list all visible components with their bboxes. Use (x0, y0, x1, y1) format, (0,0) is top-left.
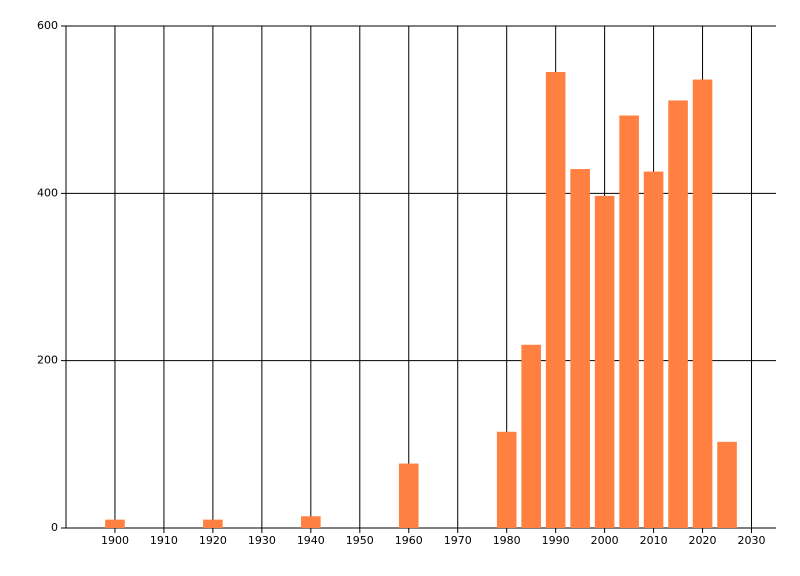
x-tick-label: 1930 (248, 534, 276, 547)
bar (496, 431, 517, 528)
x-tick-label: 2010 (640, 534, 668, 547)
y-tick-label: 400 (37, 186, 58, 199)
x-tick-label: 1980 (493, 534, 521, 547)
y-tick-label: 600 (37, 19, 58, 32)
bar (643, 171, 664, 528)
x-tick-label: 1920 (199, 534, 227, 547)
bar (594, 195, 615, 529)
bar (545, 72, 566, 529)
y-tick-label: 0 (51, 521, 58, 534)
bar (521, 344, 541, 528)
x-tick-label: 1910 (150, 534, 178, 547)
bar (668, 100, 688, 529)
x-tick-label: 1900 (101, 534, 129, 547)
x-tick-label: 2020 (689, 534, 717, 547)
bar (692, 79, 713, 529)
x-tick-label: 1940 (297, 534, 325, 547)
x-tick-label: 2030 (738, 534, 766, 547)
bar (398, 463, 419, 528)
x-tick-label: 2000 (591, 534, 619, 547)
bar (717, 441, 737, 528)
x-tick-label: 1950 (346, 534, 374, 547)
x-tick-label: 1960 (395, 534, 423, 547)
x-tick-label: 1990 (542, 534, 570, 547)
y-tick-label: 200 (37, 354, 58, 367)
x-tick-label: 1970 (444, 534, 472, 547)
bar (105, 519, 125, 528)
bar (619, 115, 639, 529)
bar (570, 169, 590, 528)
bar (301, 516, 321, 528)
bar (203, 519, 223, 528)
